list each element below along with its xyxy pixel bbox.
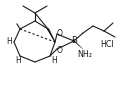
Text: O: O	[57, 45, 63, 55]
Polygon shape	[47, 29, 55, 42]
Text: NH₂: NH₂	[78, 50, 92, 58]
Text: H: H	[6, 36, 12, 45]
Polygon shape	[73, 41, 83, 49]
Text: H: H	[15, 55, 21, 64]
Text: O: O	[57, 28, 63, 37]
Text: H: H	[51, 55, 57, 64]
Text: B: B	[71, 36, 77, 44]
Text: HCl: HCl	[100, 39, 114, 49]
